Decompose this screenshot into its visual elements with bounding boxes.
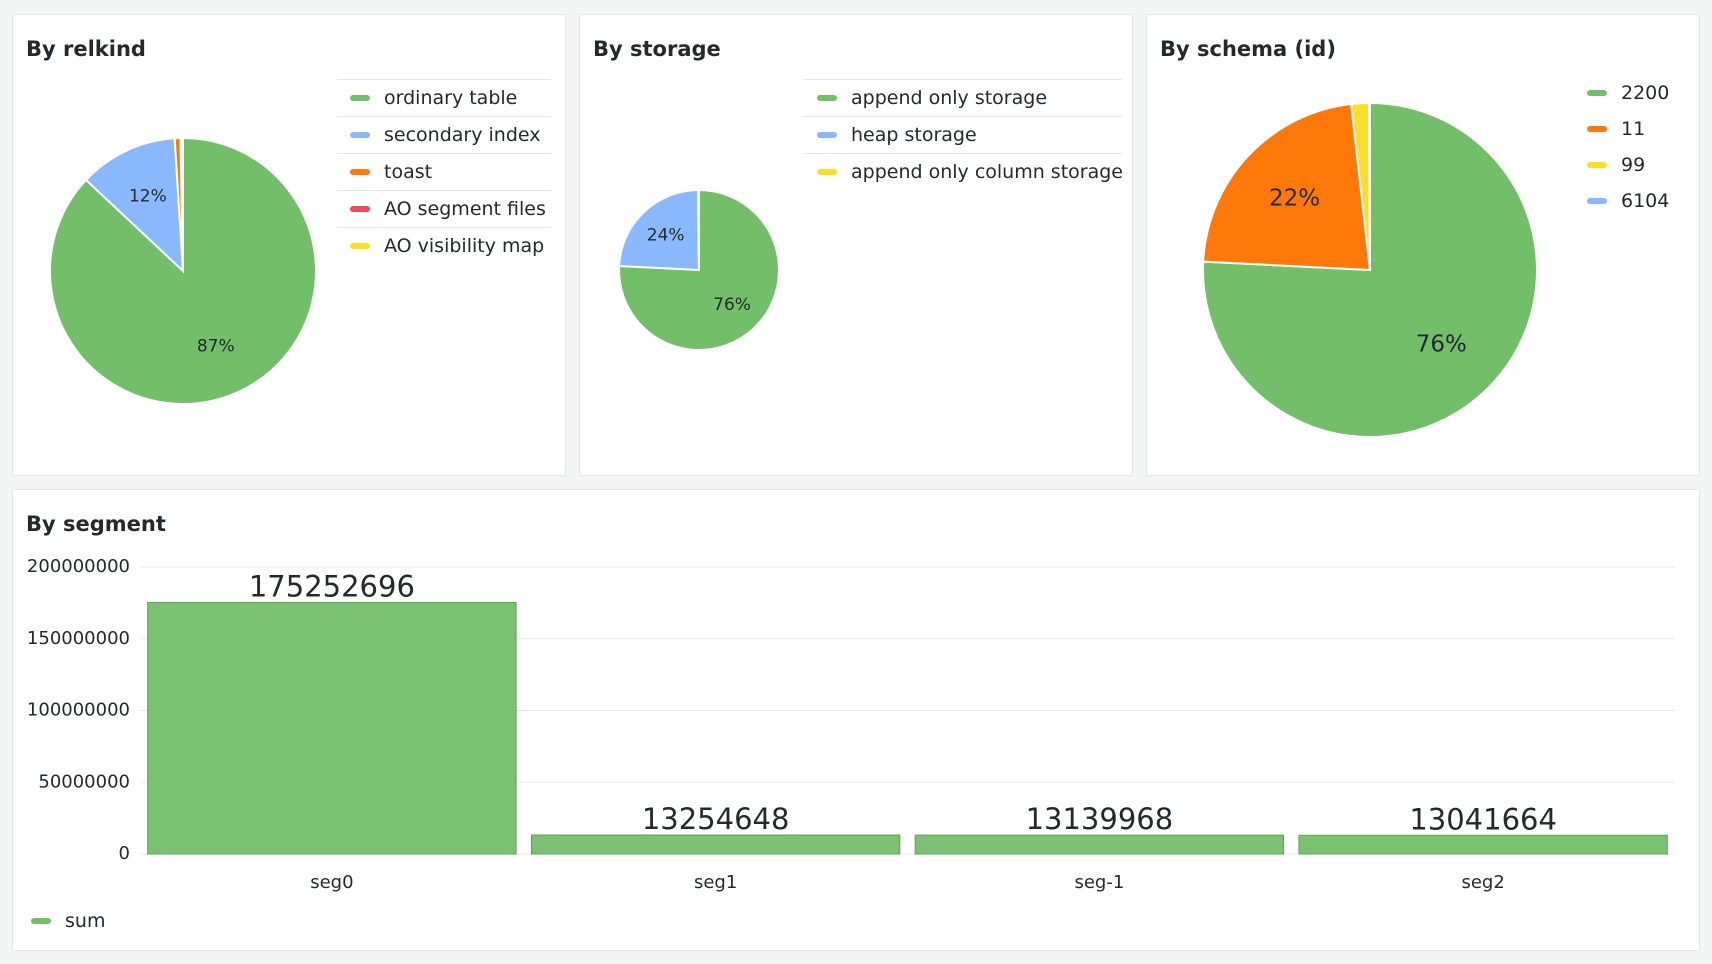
- pie-slice-heap-storage[interactable]: [618, 188, 701, 272]
- legend-swatch: [1587, 126, 1607, 132]
- panel-title[interactable]: By schema (id): [1160, 37, 1336, 61]
- legend-label: AO visibility map: [384, 235, 545, 257]
- legend-item-11[interactable]: 11: [1574, 111, 1694, 147]
- legend-swatch: [1587, 198, 1607, 204]
- legend-swatch: [350, 243, 370, 249]
- legend-swatch: [1587, 90, 1607, 96]
- legend-swatch: [350, 95, 370, 101]
- legend-label: append only column storage: [851, 161, 1123, 183]
- x-tick-label: seg0: [310, 872, 353, 893]
- panel-by-schema: By schema (id) 76% 22% 2200 11 99 6104: [1146, 14, 1700, 476]
- legend-item-99[interactable]: 99: [1574, 147, 1694, 183]
- y-tick-label: 200000000: [27, 556, 130, 577]
- legend-label: 2200: [1621, 82, 1670, 104]
- x-tick-label: seg-1: [1074, 872, 1124, 893]
- pie-chart-schema: 76% 22%: [1202, 101, 1538, 438]
- legend-label: heap storage: [851, 124, 977, 146]
- panel-by-storage: By storage 76% 24% append only storage he…: [579, 14, 1133, 476]
- y-tick-label: 50000000: [38, 771, 130, 792]
- pie-chart-storage: 76% 24%: [618, 188, 780, 351]
- bar-seg1[interactable]: [530, 834, 901, 855]
- pie-slice-secondary-index[interactable]: [84, 137, 185, 274]
- legend-item-2200[interactable]: 2200: [1574, 75, 1694, 111]
- bar-seg-1[interactable]: [914, 834, 1285, 855]
- legend-item-heap-storage[interactable]: heap storage: [804, 116, 1122, 153]
- legend-storage: append only storage heap storage append …: [804, 79, 1123, 190]
- legend-item-ao-segment-files[interactable]: AO segment files: [337, 190, 551, 227]
- legend-swatch: [1587, 162, 1607, 168]
- panel-title[interactable]: By segment: [26, 512, 166, 536]
- legend-label: toast: [384, 161, 433, 183]
- panel-by-relkind: By relkind 87% 12% ordinary table seconda…: [12, 14, 566, 476]
- legend-swatch: [817, 169, 837, 175]
- x-tick-label: seg2: [1461, 872, 1504, 893]
- pie-chart-relkind: 87% 12%: [49, 136, 317, 405]
- legend-swatch: [817, 132, 837, 138]
- pie-slice-2200[interactable]: [1202, 101, 1538, 438]
- panel-title[interactable]: By storage: [593, 37, 721, 61]
- pie-slice-ao-visibility-map[interactable]: [180, 136, 184, 272]
- legend-item-ao-visibility-map[interactable]: AO visibility map: [337, 227, 551, 264]
- legend-segment: sum: [18, 903, 105, 939]
- bar-seg2[interactable]: [1298, 834, 1668, 855]
- panel-by-segment: By segment 0 50000000 100000000 150000000 20…: [12, 489, 1700, 951]
- x-tick-label: seg1: [694, 872, 737, 893]
- legend-item-sum[interactable]: sum: [18, 903, 105, 939]
- legend-label: 11: [1621, 118, 1646, 140]
- legend-relkind: ordinary table secondary index toast AO …: [337, 79, 551, 264]
- legend-label: sum: [65, 910, 106, 932]
- pie-slice-6104[interactable]: [1367, 101, 1371, 271]
- pie-slice-label: 24%: [647, 225, 685, 245]
- bar-value-label: 13254648: [642, 802, 790, 836]
- legend-swatch: [350, 169, 370, 175]
- legend-label: 6104: [1621, 190, 1670, 212]
- bar-seg0[interactable]: [147, 602, 517, 855]
- legend-item-ordinary-table[interactable]: ordinary table: [337, 79, 551, 116]
- bar-value-label: 13041664: [1409, 802, 1557, 836]
- pie-slice-label: 76%: [1416, 332, 1467, 358]
- legend-swatch: [350, 132, 370, 138]
- pie-slice-label: 76%: [713, 295, 751, 315]
- bar-value-label: 13139968: [1026, 802, 1174, 836]
- pie-slice-label: 22%: [1269, 186, 1320, 212]
- legend-label: append only storage: [851, 87, 1048, 109]
- legend-swatch: [31, 918, 51, 924]
- pie-slice-append-only-column-storage[interactable]: [696, 188, 700, 271]
- legend-schema: 2200 11 99 6104: [1574, 75, 1694, 219]
- legend-swatch: [350, 206, 370, 212]
- y-tick-label: 150000000: [27, 628, 130, 649]
- legend-item-append-only-column-storage[interactable]: append only column storage: [804, 153, 1123, 190]
- legend-label: 99: [1621, 154, 1646, 176]
- legend-swatch: [817, 95, 837, 101]
- pie-slice-label: 87%: [197, 337, 235, 357]
- legend-item-toast[interactable]: toast: [337, 153, 551, 190]
- legend-item-append-only-storage[interactable]: append only storage: [804, 79, 1122, 116]
- pie-slice-11[interactable]: [1202, 102, 1372, 272]
- legend-label: secondary index: [384, 124, 541, 146]
- legend-item-secondary-index[interactable]: secondary index: [337, 116, 551, 153]
- pie-slice-label: 12%: [129, 186, 167, 206]
- bar-value-label: 175252696: [249, 570, 415, 604]
- legend-label: AO segment files: [384, 198, 546, 220]
- bar-chart-segment: 0 50000000 100000000 150000000 200000000 1752…: [27, 556, 1675, 893]
- panel-title[interactable]: By relkind: [26, 37, 146, 61]
- legend-label: ordinary table: [384, 87, 518, 109]
- y-tick-label: 100000000: [27, 700, 130, 721]
- y-tick-label: 0: [119, 843, 130, 864]
- legend-item-6104[interactable]: 6104: [1574, 183, 1694, 219]
